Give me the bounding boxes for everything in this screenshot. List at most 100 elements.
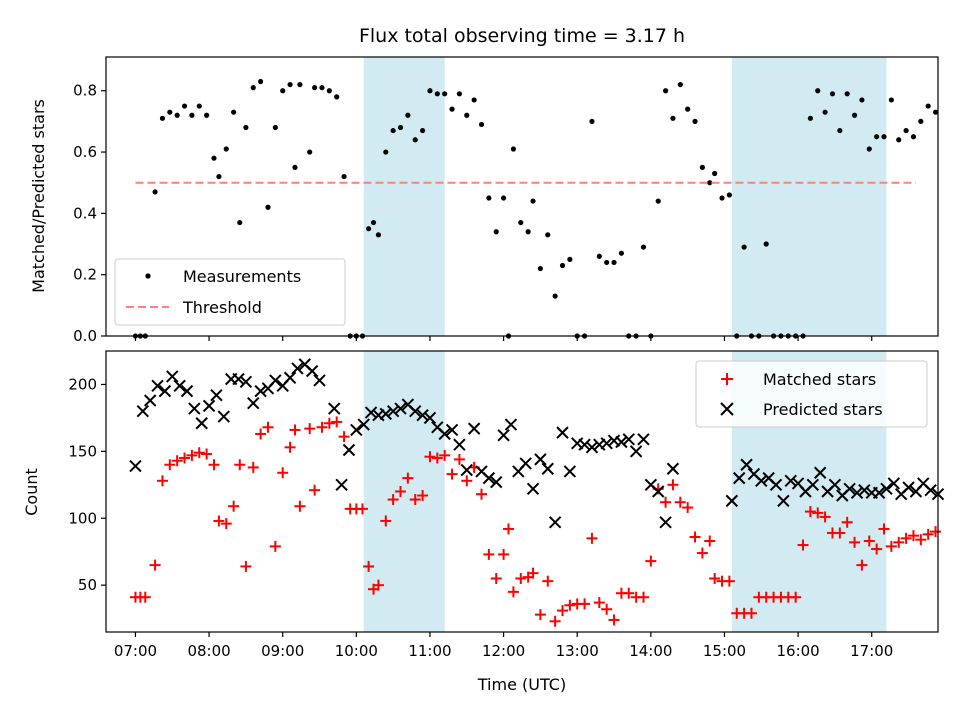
- measurements-point: [707, 180, 713, 186]
- matched-stars-point: [316, 421, 328, 433]
- measurements-point: [152, 189, 158, 195]
- matched-stars-point: [476, 488, 488, 500]
- matched-stars-point: [323, 417, 335, 429]
- predicted-stars-point: [305, 364, 319, 378]
- measurements-point: [375, 232, 382, 238]
- measurements-point: [456, 91, 463, 97]
- predicted-stars-point: [585, 441, 599, 454]
- predicted-stars-point: [725, 494, 739, 508]
- predicted-stars-point: [806, 478, 820, 492]
- legend-threshold-label: Threshold: [182, 298, 262, 317]
- x-axis-label: Time (UTC): [477, 675, 566, 694]
- measurements-point: [272, 124, 278, 131]
- predicted-stars-point: [813, 466, 827, 479]
- measurements-point: [216, 173, 222, 180]
- top-y-ticks: 0.0 0.2 0.4 0.6 0.8: [73, 82, 106, 345]
- predicted-stars-point: [291, 362, 304, 375]
- matched-stars-point: [461, 475, 473, 487]
- matched-stars-point: [660, 496, 672, 508]
- predicted-stars-point: [828, 478, 842, 492]
- measurements-point: [231, 109, 237, 115]
- measurements-point: [807, 115, 813, 121]
- matched-stars-point: [601, 603, 613, 615]
- measurements-point: [292, 164, 298, 170]
- measurements-point: [604, 259, 610, 266]
- predicted-stars-point: [629, 445, 643, 458]
- predicted-stars-point: [357, 418, 370, 431]
- matched-stars-point: [446, 468, 458, 480]
- predicted-stars-point: [659, 516, 672, 529]
- matched-stars-point: [331, 416, 343, 428]
- measurements-point: [159, 115, 166, 121]
- bottom-x-ticks: 07:00 08:00 09:00 10:00 11:00 12:00 13:00 14:00…: [114, 632, 893, 660]
- predicted-stars-point: [379, 407, 392, 421]
- measurements-point: [640, 244, 647, 250]
- measurements-point: [307, 149, 313, 155]
- predicted-stars-point: [247, 396, 260, 410]
- predicted-stars-point: [902, 481, 915, 494]
- matched-stars-point: [790, 591, 802, 603]
- predicted-stars-point: [143, 394, 157, 407]
- measurements-point: [525, 229, 531, 235]
- measurements-point: [181, 103, 188, 109]
- matched-stars-point: [819, 511, 831, 523]
- measurements-point: [189, 112, 195, 118]
- matched-stars-point: [193, 447, 205, 459]
- measurements-point: [719, 195, 725, 201]
- matched-stars-point: [439, 449, 451, 461]
- measurements-point: [589, 118, 595, 124]
- predicted-stars-point: [217, 410, 231, 423]
- matched-stars-point: [623, 587, 635, 599]
- measurements-point: [851, 112, 858, 118]
- predicted-stars-point: [129, 459, 142, 473]
- predicted-stars-point: [872, 486, 886, 500]
- measurements-point: [815, 88, 821, 94]
- matched-stars-point: [608, 614, 620, 626]
- predicted-stars-point: [386, 405, 400, 418]
- matched-stars-point: [637, 591, 649, 603]
- matched-stars-point: [363, 560, 375, 572]
- predicted-stars-point: [409, 405, 422, 418]
- measurements-point: [896, 137, 902, 143]
- matched-stars-point: [900, 532, 912, 544]
- measurements-point: [699, 164, 705, 170]
- matched-stars-point: [453, 453, 465, 465]
- measurements-point: [552, 293, 558, 299]
- matched-stars-point: [863, 535, 875, 547]
- measurements-point: [670, 115, 676, 121]
- top-y-tick-label: 0.2: [73, 266, 97, 284]
- measurements-point: [741, 244, 747, 250]
- matched-stars-point: [380, 515, 392, 527]
- matched-stars-point: [139, 591, 151, 603]
- matched-stars-point: [424, 451, 436, 463]
- measurements-point: [243, 124, 249, 131]
- measurements-point: [910, 134, 917, 140]
- matched-stars-point: [372, 579, 384, 591]
- predicted-stars-point: [394, 402, 407, 415]
- matched-stars-point: [804, 506, 816, 518]
- measurements-point: [545, 232, 551, 238]
- matched-stars-point: [156, 475, 168, 487]
- matched-stars-point: [289, 424, 301, 436]
- matched-stars-point: [893, 536, 905, 548]
- x-tick-label: 08:00: [187, 642, 230, 660]
- measurements-point: [692, 118, 698, 124]
- bottom-y-ticks: 50 100 150 200: [68, 375, 106, 594]
- measurements-point: [258, 78, 264, 85]
- matched-stars-point: [483, 548, 495, 560]
- matched-stars-point: [213, 515, 225, 527]
- measurements-point: [925, 103, 931, 109]
- x-tick-label: 10:00: [335, 642, 378, 660]
- top-y-tick-label: 0.8: [73, 82, 97, 100]
- legend-measurements-label: Measurements: [183, 267, 301, 286]
- measurements-point: [297, 81, 303, 88]
- matched-stars-point: [696, 547, 708, 559]
- predicted-stars-point: [195, 417, 208, 430]
- matched-stars-point: [534, 609, 546, 621]
- matched-stars-point: [812, 507, 824, 519]
- matched-stars-point: [395, 486, 407, 497]
- matched-stars-point: [907, 530, 919, 542]
- predicted-stars-point: [335, 478, 348, 492]
- matched-stars-point: [186, 449, 198, 461]
- measurements-point: [449, 106, 455, 112]
